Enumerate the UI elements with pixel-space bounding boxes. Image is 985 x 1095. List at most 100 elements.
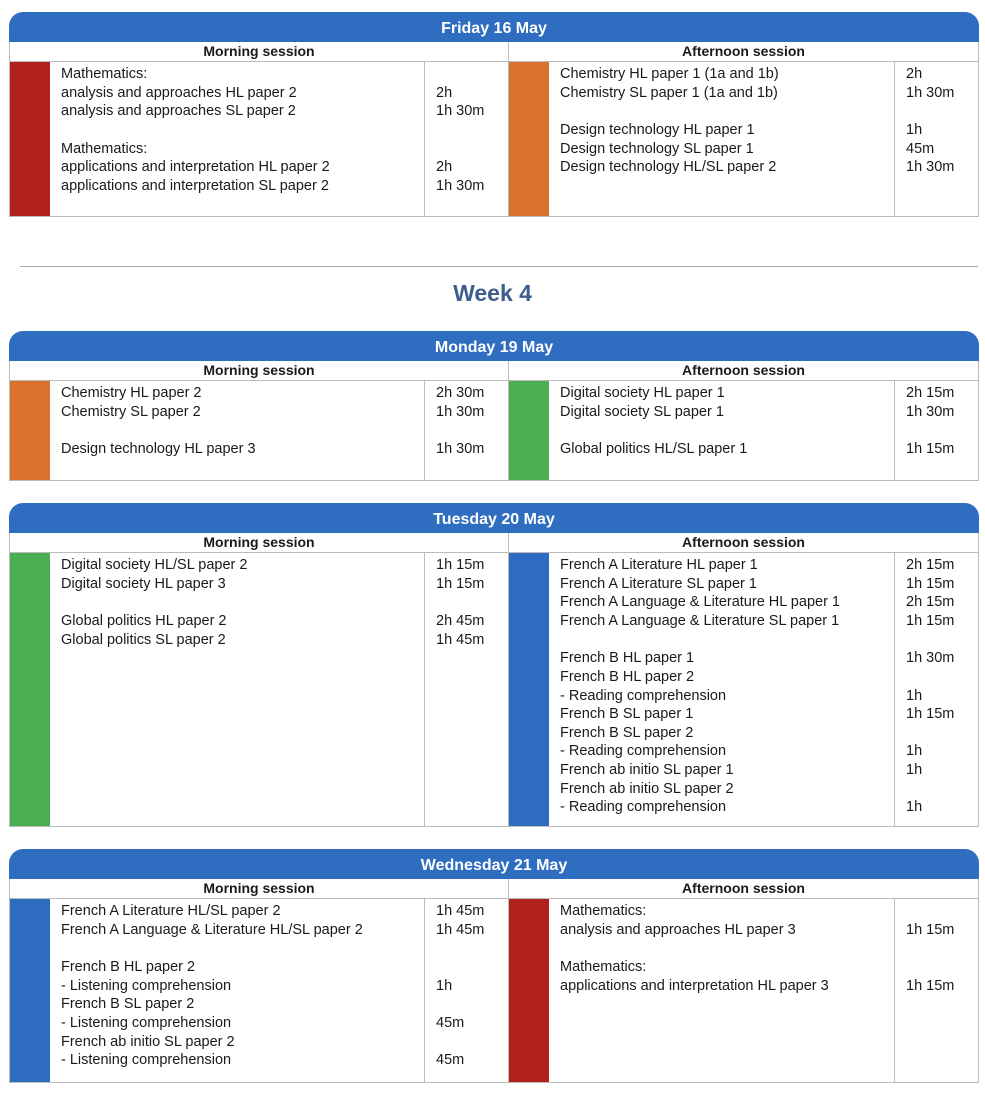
exam-subject: French A Literature HL paper 1 (560, 557, 758, 573)
exam-duration: 1h 45m (436, 921, 485, 938)
group-spacer (906, 102, 978, 121)
exam-subject: - Listening comprehension (61, 977, 232, 994)
exam-subject: French B SL paper 1 (560, 706, 694, 723)
subject-column: French A Literature HL paper 1 French A L… (549, 553, 895, 826)
sessions-body: Digital society HL/SL paper 2 Digital soc… (9, 553, 979, 827)
exam-duration: 45m (436, 1014, 465, 1031)
exam-duration: 1h 30m (436, 403, 485, 420)
morning-session: French A Literature HL/SL paper 2 French … (10, 899, 509, 1082)
exam-subject: - Listening comprehension (61, 1052, 232, 1069)
exam-duration: 1h 15m (906, 921, 955, 938)
exam-duration: 1h 30m (906, 159, 955, 176)
exam-duration: 2h 15m (906, 557, 955, 573)
day-wednesday: Wednesday 21 May Morning session Afternoon… (9, 849, 979, 1083)
afternoon-session-label: Afternoon session (682, 43, 805, 59)
exam-duration (436, 65, 508, 84)
duration-column: 1h 15m 1h 15m (895, 899, 978, 1082)
afternoon-session-label: Afternoon session (682, 362, 805, 378)
exam-subject: Mathematics: (61, 140, 148, 157)
afternoon-session-label: Afternoon session (682, 534, 805, 550)
exam-duration: 1h 15m (906, 706, 955, 723)
exam-subject: Design technology HL paper 3 (61, 441, 256, 458)
morning-session-label: Morning session (10, 879, 509, 898)
group-spacer (560, 421, 894, 440)
afternoon-session: Mathematics: analysis and approaches HL p… (509, 899, 978, 1082)
morning-session: Mathematics: analysis and approaches HL p… (10, 62, 509, 216)
exam-subject: - Reading comprehension (560, 799, 727, 816)
exam-duration: 2h 30m (436, 385, 485, 401)
group-spacer (61, 593, 424, 612)
exam-subject: analysis and approaches HL paper 2 (61, 84, 297, 101)
exam-duration (436, 1033, 508, 1052)
group-spacer (436, 121, 508, 140)
afternoon-session: Digital society HL paper 1 Digital societ… (509, 381, 978, 480)
exam-duration: 2h 15m (906, 594, 955, 611)
exam-duration: 2h 45m (436, 613, 485, 630)
exam-duration: 1h 30m (906, 650, 955, 667)
week-divider (20, 266, 978, 267)
group-spacer (436, 939, 508, 958)
exam-subject: Chemistry HL paper 2 (61, 385, 202, 401)
exam-subject: French A Literature HL/SL paper 2 (61, 903, 281, 919)
duration-column: 1h 45m 1h 45m 1h 45m 45m (425, 899, 508, 1082)
exam-subject: French A Language & Literature HL paper … (560, 594, 840, 611)
exam-subject: Chemistry SL paper 2 (61, 403, 201, 420)
morning-session-label: Morning session (10, 361, 509, 380)
group-spacer (560, 630, 894, 649)
exam-duration: 1h 30m (906, 84, 955, 101)
subject-column: Chemistry HL paper 1 (1a and 1b) Chemistr… (549, 62, 895, 216)
subject-color-bar (509, 899, 549, 1082)
exam-duration: 1h (906, 761, 923, 778)
subject-color-bar (509, 381, 549, 480)
duration-column: 2h 1h 30m 1h 45m 1h 30m (895, 62, 978, 216)
subject-color-bar (10, 553, 50, 826)
group-spacer (436, 421, 508, 440)
exam-subject: - Reading comprehension (560, 743, 727, 760)
exam-duration: 1h 45m (436, 631, 485, 648)
duration-column: 2h 1h 30m 2h 1h 30m (425, 62, 508, 216)
exam-duration (906, 958, 978, 977)
exam-subject: Chemistry SL paper 1 (1a and 1b) (560, 84, 778, 101)
exam-duration: 1h 15m (906, 575, 955, 592)
subject-color-bar (509, 62, 549, 216)
exam-subject: Global politics SL paper 2 (61, 631, 226, 648)
exam-subject: French B SL paper 2 (560, 724, 694, 741)
subject-color-bar (10, 899, 50, 1082)
exam-subject: Design technology HL paper 1 (560, 122, 755, 139)
group-spacer (560, 939, 894, 958)
session-header-row: Morning session Afternoon session (9, 879, 979, 899)
exam-duration (906, 780, 978, 799)
exam-subject: Digital society HL paper 1 (560, 385, 725, 401)
exam-duration: 1h 15m (906, 977, 955, 994)
exam-subject: French ab initio SL paper 2 (61, 1033, 235, 1050)
exam-duration: 1h 45m (436, 903, 485, 919)
exam-subject: applications and interpretation HL paper… (560, 977, 829, 994)
exam-subject: Global politics HL paper 2 (61, 613, 227, 630)
exam-subject: Digital society SL paper 1 (560, 403, 724, 420)
exam-duration (906, 724, 978, 743)
subject-color-bar (10, 381, 50, 480)
exam-duration: 1h 30m (906, 403, 955, 420)
exam-subject: analysis and approaches SL paper 2 (61, 103, 296, 120)
duration-column: 2h 15m 1h 30m 1h 15m (895, 381, 978, 480)
exam-duration (906, 668, 978, 687)
exam-subject: Digital society HL paper 3 (61, 575, 226, 592)
session-header-row: Morning session Afternoon session (9, 533, 979, 553)
day-tuesday: Tuesday 20 May Morning session Afternoon s… (9, 503, 979, 827)
group-spacer (906, 421, 978, 440)
subject-column: Mathematics: analysis and approaches HL p… (50, 62, 425, 216)
group-spacer (61, 939, 424, 958)
exam-subject: French A Literature SL paper 1 (560, 575, 757, 592)
subject-column: Mathematics: analysis and approaches HL p… (549, 899, 895, 1082)
exam-subject: French B SL paper 2 (61, 996, 195, 1013)
exam-subject: French B HL paper 1 (560, 650, 695, 667)
exam-subject: French B HL paper 2 (560, 668, 695, 685)
afternoon-session: Chemistry HL paper 1 (1a and 1b) Chemistr… (509, 62, 978, 216)
day-title: Friday 16 May (9, 12, 979, 42)
exam-subject: - Listening comprehension (61, 1014, 232, 1031)
group-spacer (61, 121, 424, 140)
exam-subject: French ab initio SL paper 1 (560, 761, 734, 778)
group-spacer (906, 939, 978, 958)
exam-subject: Global politics HL/SL paper 1 (560, 441, 748, 458)
subject-column: Digital society HL paper 1 Digital societ… (549, 381, 895, 480)
